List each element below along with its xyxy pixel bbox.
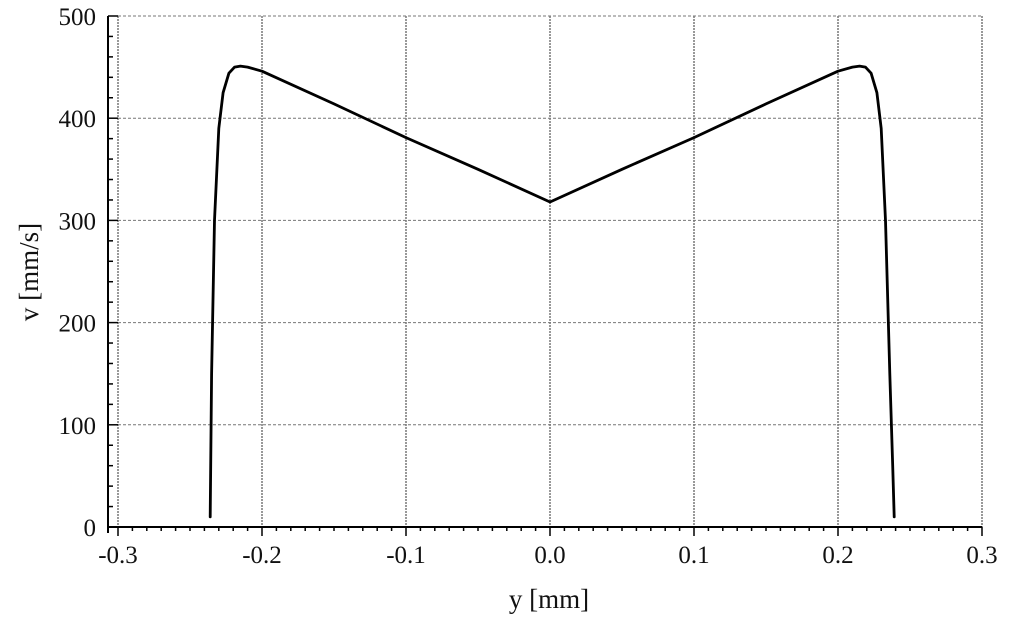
x-tick-label: 0.0 [534,542,565,569]
x-tick-label: 0.1 [678,542,709,569]
x-tick-label: -0.3 [98,542,138,569]
y-tick-label: 500 [59,4,97,31]
y-axis-label: v [mm/s] [14,223,44,321]
grid [117,15,983,528]
axes [107,15,983,536]
x-tick-label: -0.1 [386,542,426,569]
y-tick-label: 100 [59,413,97,440]
y-tick-label: 200 [59,311,97,338]
series-line-0 [208,64,896,519]
x-axis-label: y [mm] [509,584,589,614]
x-tick-label: 0.3 [966,542,997,569]
y-tick-label: 0 [84,515,97,542]
series-layer [208,64,896,519]
x-tick-label: -0.2 [242,542,282,569]
x-tick-label: 0.2 [822,542,853,569]
y-tick-label: 400 [59,106,97,133]
tick-labels: -0.3 -0.2 -0.1 0.0 0.1 0.2 0.3 0 100 200 300 400 500 [59,4,998,569]
y-tick-label: 300 [59,208,97,235]
